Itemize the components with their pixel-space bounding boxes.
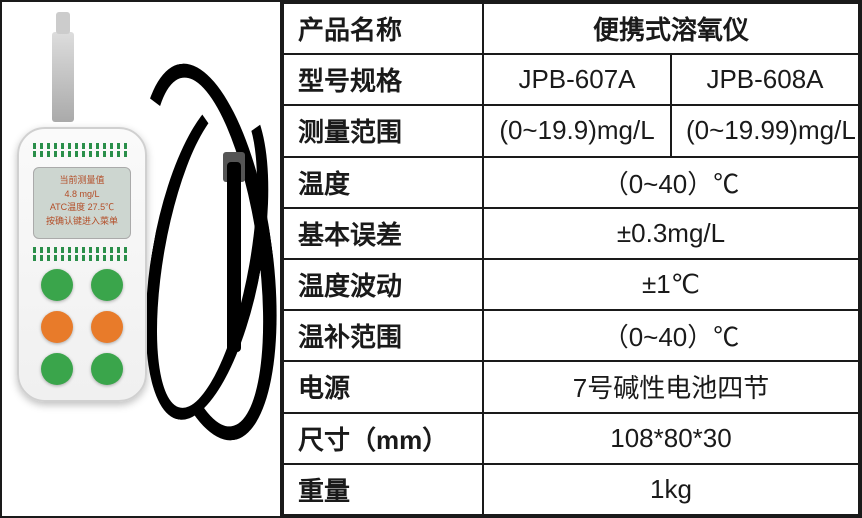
spec-value: (0~19.9)mg/L	[483, 105, 671, 156]
table-row: 重量 1kg	[283, 464, 859, 515]
spec-value: 108*80*30	[483, 413, 859, 464]
device-buttons	[37, 269, 127, 382]
spec-label: 重量	[283, 464, 483, 515]
spec-sheet: 当前测量值 4.8 mg/L ATC温度 27.5℃ 按确认键进入菜单	[0, 0, 862, 518]
table-row: 测量范围 (0~19.9)mg/L (0~19.99)mg/L	[283, 105, 859, 156]
table-row: 尺寸（mm） 108*80*30	[283, 413, 859, 464]
device-screen: 当前测量值 4.8 mg/L ATC温度 27.5℃ 按确认键进入菜单	[33, 167, 131, 239]
table-row: 产品名称 便携式溶氧仪	[283, 3, 859, 54]
device-button	[91, 353, 123, 385]
spec-value: (0~19.99)mg/L	[671, 105, 859, 156]
speaker-dots	[33, 151, 131, 157]
spec-value: 7号碱性电池四节	[483, 361, 859, 412]
spec-label: 尺寸（mm）	[283, 413, 483, 464]
spec-label: 产品名称	[283, 3, 483, 54]
spec-value: （0~40）℃	[483, 310, 859, 361]
table-row: 温补范围 （0~40）℃	[283, 310, 859, 361]
screen-line: ATC温度 27.5℃	[36, 201, 128, 215]
screen-line: 4.8 mg/L	[36, 188, 128, 202]
speaker-dots	[33, 255, 131, 261]
device-button	[91, 269, 123, 301]
spec-label: 测量范围	[283, 105, 483, 156]
device-button	[41, 353, 73, 385]
device-button	[41, 269, 73, 301]
spec-label: 电源	[283, 361, 483, 412]
spec-table-body: 产品名称 便携式溶氧仪 型号规格 JPB-607A JPB-608A 测量范围 …	[283, 3, 859, 515]
spec-value: ±0.3mg/L	[483, 208, 859, 259]
screen-line: 当前测量值	[36, 174, 128, 188]
spec-value: ±1℃	[483, 259, 859, 310]
spec-value: 1kg	[483, 464, 859, 515]
spec-table: 产品名称 便携式溶氧仪 型号规格 JPB-607A JPB-608A 测量范围 …	[282, 2, 860, 516]
product-title: 便携式溶氧仪	[483, 3, 859, 54]
screen-line: 按确认键进入菜单	[36, 215, 128, 229]
top-connector	[52, 32, 74, 122]
speaker-dots	[33, 247, 131, 253]
spec-label: 基本误差	[283, 208, 483, 259]
spec-label: 型号规格	[283, 54, 483, 105]
device-button	[91, 311, 123, 343]
spec-label: 温度波动	[283, 259, 483, 310]
product-illustration: 当前测量值 4.8 mg/L ATC温度 27.5℃ 按确认键进入菜单	[2, 2, 280, 516]
spec-label: 温补范围	[283, 310, 483, 361]
spec-value: JPB-607A	[483, 54, 671, 105]
table-row: 基本误差 ±0.3mg/L	[283, 208, 859, 259]
table-row: 温度波动 ±1℃	[283, 259, 859, 310]
probe-rod	[227, 162, 241, 352]
spec-value: JPB-608A	[671, 54, 859, 105]
product-image-panel: 当前测量值 4.8 mg/L ATC温度 27.5℃ 按确认键进入菜单	[2, 2, 282, 516]
handheld-device: 当前测量值 4.8 mg/L ATC温度 27.5℃ 按确认键进入菜单	[17, 127, 147, 402]
table-row: 型号规格 JPB-607A JPB-608A	[283, 54, 859, 105]
speaker-dots	[33, 143, 131, 149]
spec-label: 温度	[283, 157, 483, 208]
spec-value: （0~40）℃	[483, 157, 859, 208]
table-row: 电源 7号碱性电池四节	[283, 361, 859, 412]
table-row: 温度 （0~40）℃	[283, 157, 859, 208]
device-button	[41, 311, 73, 343]
